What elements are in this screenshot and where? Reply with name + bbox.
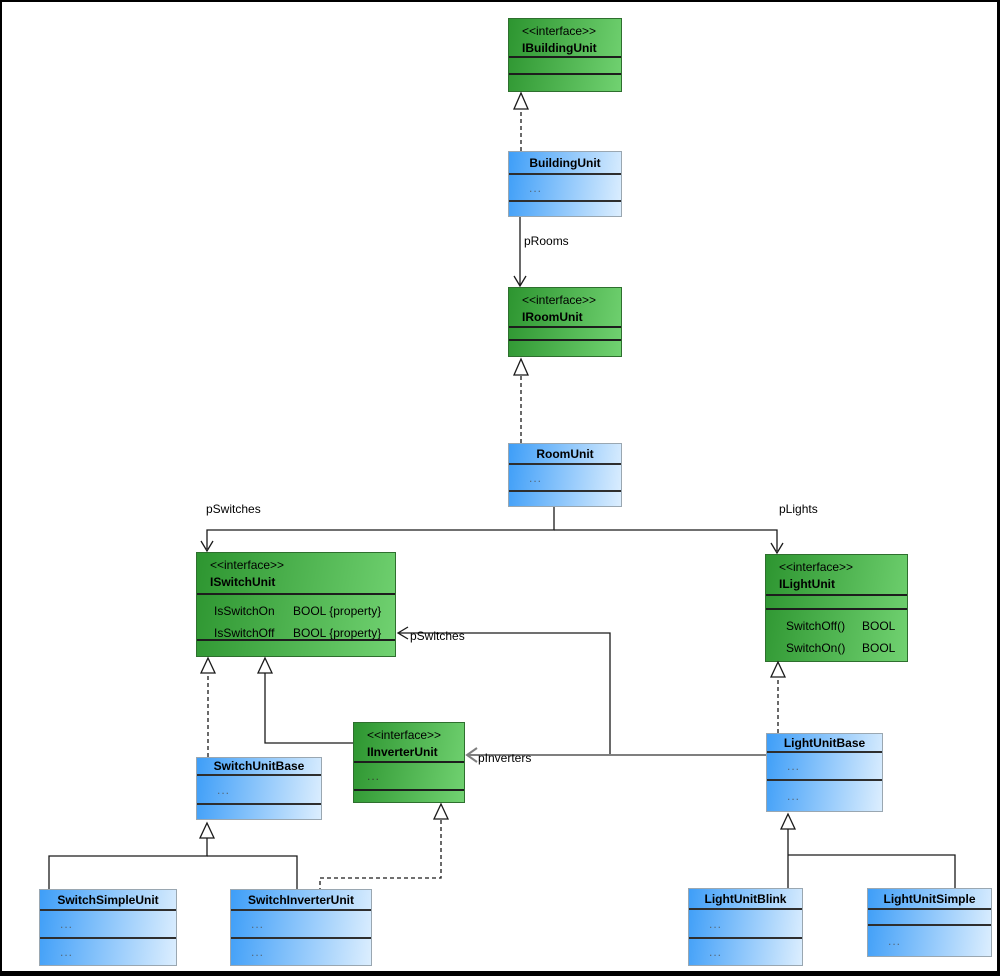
class-node-lightunitbase[interactable]: LightUnitBase ... ... xyxy=(766,733,883,812)
attribute-name: IsSwitchOff xyxy=(214,626,275,639)
operations-compartment xyxy=(354,789,464,802)
association-arrowhead xyxy=(770,542,784,555)
stereotype-label: <<interface>> xyxy=(210,558,285,572)
operations-compartment xyxy=(509,200,621,216)
edge-label-pswitches-top: pSwitches xyxy=(206,502,261,516)
operations-compartment: ... xyxy=(40,937,176,965)
attribute-row: IsSwitchOn BOOL {property} xyxy=(197,600,395,622)
attributes-compartment: ... xyxy=(197,774,321,803)
edge-label-prooms: pRooms xyxy=(524,234,569,248)
class-name: SwitchInverterUnit xyxy=(247,892,355,907)
class-node-lightunitblink[interactable]: LightUnitBlink ... ... xyxy=(688,888,803,966)
interface-node-ibuildingunit[interactable]: <<interface>> IBuildingUnit xyxy=(508,18,622,92)
class-name: IInverterUnit xyxy=(367,745,438,759)
operations-compartment xyxy=(509,490,621,506)
class-name: IBuildingUnit xyxy=(522,41,597,55)
class-node-switchsimpleunit[interactable]: SwitchSimpleUnit ... ... xyxy=(39,889,177,966)
attributes-compartment xyxy=(509,56,621,73)
operation-row: SwitchOff() BOOL xyxy=(766,615,907,637)
association-arrowhead xyxy=(200,540,214,553)
operation-type: BOOL xyxy=(862,619,896,633)
operation-type: BOOL xyxy=(862,641,896,655)
stereotype-label: <<interface>> xyxy=(779,560,854,574)
interface-node-ilightunit[interactable]: <<interface>> ILightUnit SwitchOff() BOO… xyxy=(765,554,908,662)
class-name: LightUnitSimple xyxy=(883,891,976,906)
class-node-roomunit[interactable]: RoomUnit ... xyxy=(508,443,622,507)
attributes-compartment: ... xyxy=(231,909,371,937)
attributes-compartment: ... xyxy=(40,909,176,937)
association-arrowhead xyxy=(513,275,527,288)
class-name: LightUnitBlink xyxy=(704,891,787,906)
edge-label-plights: pLights xyxy=(779,502,818,516)
operations-compartment xyxy=(197,803,321,819)
class-name: LightUnitBase xyxy=(783,735,866,750)
edge-label-pswitches-mid: pSwitches xyxy=(410,629,465,643)
attributes-compartment: ... xyxy=(767,751,882,779)
class-name: BuildingUnit xyxy=(529,155,601,170)
attributes-compartment: ... xyxy=(689,908,802,937)
operations-compartment xyxy=(509,339,621,356)
operations-compartment: ... xyxy=(689,937,802,965)
class-node-switchinverterunit[interactable]: SwitchInverterUnit ... ... xyxy=(230,889,372,966)
operations-compartment: ... xyxy=(868,924,991,956)
association-pswitches-plights[interactable] xyxy=(200,507,784,555)
class-name: IRoomUnit xyxy=(522,310,583,324)
stereotype-label: <<interface>> xyxy=(522,24,597,38)
attributes-compartment xyxy=(766,594,907,608)
attributes-compartment: ... xyxy=(509,173,621,200)
stereotype-label: <<interface>> xyxy=(522,293,597,307)
association-pswitches-mid[interactable] xyxy=(396,626,611,755)
operations-compartment: ... xyxy=(767,779,882,811)
class-name: RoomUnit xyxy=(536,446,594,461)
attribute-type: BOOL {property} xyxy=(293,626,382,639)
attribute-row: IsSwitchOff BOOL {property} xyxy=(197,622,395,639)
attributes-compartment: IsSwitchOn BOOL {property} IsSwitchOff B… xyxy=(197,593,395,639)
operations-compartment: SwitchOff() BOOL SwitchOn() BOOL xyxy=(766,608,907,661)
operation-row: SwitchOn() BOOL xyxy=(766,637,907,659)
class-name: SwitchSimpleUnit xyxy=(57,892,159,907)
class-name: SwitchUnitBase xyxy=(213,759,305,773)
attributes-compartment: ... xyxy=(509,463,621,490)
class-node-lightunitsimple[interactable]: LightUnitSimple ... xyxy=(867,888,992,957)
association-arrowhead xyxy=(396,626,409,640)
operations-compartment xyxy=(509,73,621,91)
attributes-compartment xyxy=(509,326,621,339)
class-node-switchunitbase[interactable]: SwitchUnitBase ... xyxy=(196,757,322,820)
association-arrowhead xyxy=(465,747,478,763)
attribute-name: IsSwitchOn xyxy=(214,604,275,618)
association-pinverters[interactable] xyxy=(465,747,766,763)
operation-name: SwitchOff() xyxy=(786,619,846,633)
class-name: ISwitchUnit xyxy=(210,575,276,589)
class-node-buildingunit[interactable]: BuildingUnit ... xyxy=(508,151,622,217)
attribute-type: BOOL {property} xyxy=(293,604,382,618)
operations-compartment xyxy=(197,639,395,656)
interface-node-iinverterunit[interactable]: <<interface>> IInverterUnit ... xyxy=(353,722,465,803)
edge-label-pinverters: pInverters xyxy=(478,751,532,765)
interface-node-iroomunit[interactable]: <<interface>> IRoomUnit xyxy=(508,287,622,357)
association-prooms[interactable] xyxy=(513,217,527,288)
attributes-compartment: ... xyxy=(354,761,464,789)
operations-compartment: ... xyxy=(231,937,371,965)
attributes-compartment xyxy=(868,908,991,924)
interface-node-iswitchunit[interactable]: <<interface>> ISwitchUnit IsSwitchOn BOO… xyxy=(196,552,396,657)
stereotype-label: <<interface>> xyxy=(367,728,442,742)
operation-name: SwitchOn() xyxy=(786,641,846,655)
class-name: ILightUnit xyxy=(779,577,835,591)
